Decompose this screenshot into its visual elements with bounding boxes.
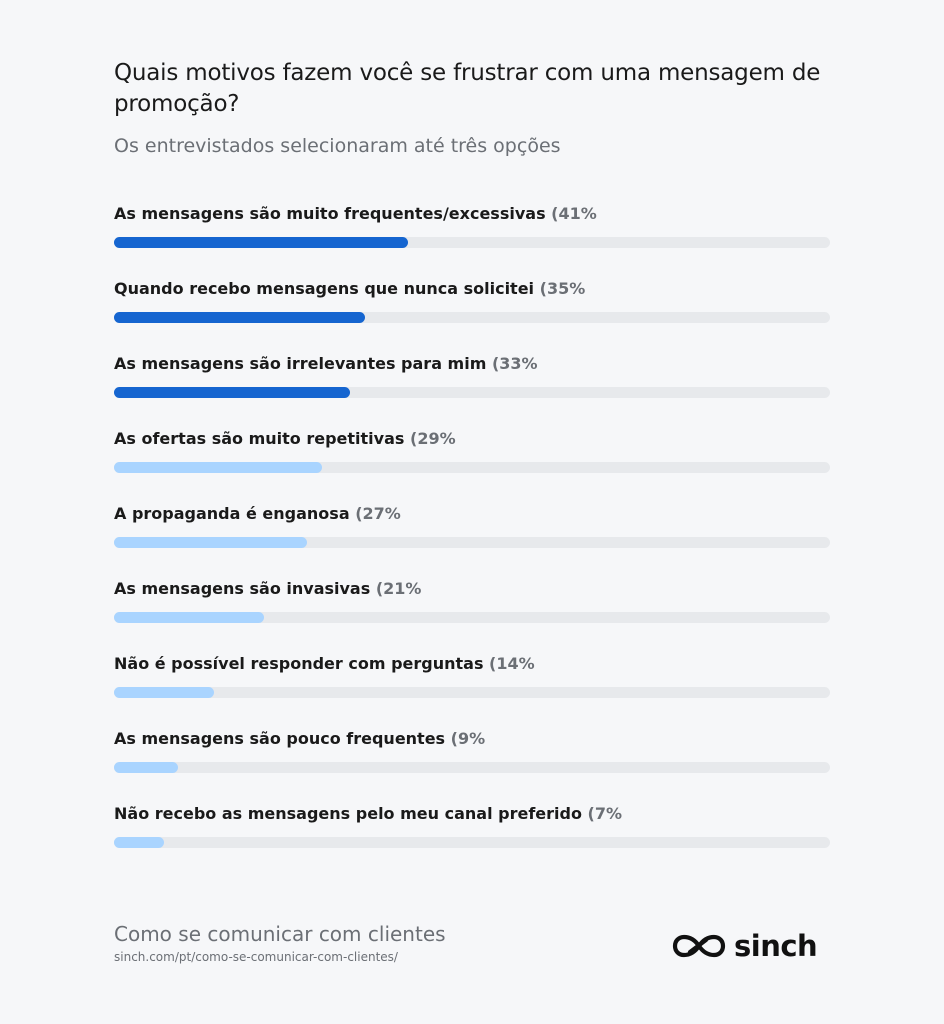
bar — [114, 612, 264, 623]
bar — [114, 537, 307, 548]
bar-track — [114, 837, 830, 848]
category-text: A propaganda é enganosa — [114, 504, 350, 523]
data-label: (14% — [489, 654, 535, 673]
data-label: (29% — [410, 429, 456, 448]
bar — [114, 237, 408, 248]
data-label: (41% — [551, 204, 597, 223]
chart-subtitle: Os entrevistados selecionaram até três o… — [114, 135, 561, 157]
category-text: As mensagens são invasivas — [114, 579, 371, 598]
sinch-logo-icon — [672, 931, 726, 961]
category-label: As mensagens são invasivas (21% — [114, 578, 830, 600]
category-label: As ofertas são muito repetitivas (29% — [114, 428, 830, 450]
bar — [114, 462, 322, 473]
chart-row: A propaganda é enganosa (27% — [114, 503, 830, 578]
bar-track — [114, 312, 830, 323]
category-label: A propaganda é enganosa (27% — [114, 503, 830, 525]
category-text: As ofertas são muito repetitivas — [114, 429, 405, 448]
bar-track — [114, 387, 830, 398]
chart-row: Não é possível responder com perguntas (… — [114, 653, 830, 728]
data-label: (35% — [539, 279, 586, 298]
bar-track — [114, 612, 830, 623]
category-label: As mensagens são irrelevantes para mim (… — [114, 353, 830, 375]
category-text: Não é possível responder com perguntas — [114, 654, 484, 673]
category-label: As mensagens são muito frequentes/excess… — [114, 203, 830, 225]
sinch-logo: sinch — [672, 928, 818, 964]
sinch-logo-text: sinch — [734, 929, 818, 963]
data-label: (27% — [355, 504, 401, 523]
bar — [114, 687, 214, 698]
chart-row: As mensagens são invasivas (21% — [114, 578, 830, 653]
chart-row: As mensagens são muito frequentes/excess… — [114, 203, 830, 278]
footer-url: sinch.com/pt/como-se-comunicar-com-clien… — [114, 950, 398, 964]
chart-row: As mensagens são pouco frequentes (9% — [114, 728, 830, 803]
category-text: As mensagens são muito frequentes/excess… — [114, 204, 546, 223]
bar — [114, 837, 164, 848]
category-text: Não recebo as mensagens pelo meu canal p… — [114, 804, 582, 823]
bar-track — [114, 462, 830, 473]
bar-track — [114, 687, 830, 698]
data-label: (9% — [450, 729, 486, 748]
data-label: (33% — [491, 354, 538, 373]
category-label: Não recebo as mensagens pelo meu canal p… — [114, 803, 830, 825]
bar — [114, 312, 365, 323]
chart-row: Quando recebo mensagens que nunca solici… — [114, 278, 830, 353]
category-text: As mensagens são pouco frequentes — [114, 729, 446, 748]
bar — [114, 387, 350, 398]
chart-row: As ofertas são muito repetitivas (29% — [114, 428, 830, 503]
category-text: Quando recebo mensagens que nunca solici… — [114, 279, 535, 298]
category-label: Quando recebo mensagens que nunca solici… — [114, 278, 830, 300]
data-label: (21% — [375, 579, 422, 598]
footer-title: Como se comunicar com clientes — [114, 922, 446, 946]
chart-title: Quais motivos fazem você se frustrar com… — [114, 60, 821, 117]
category-label: Não é possível responder com perguntas (… — [114, 653, 830, 675]
bar-track — [114, 537, 830, 548]
chart-row: As mensagens são irrelevantes para mim (… — [114, 353, 830, 428]
category-text: As mensagens são irrelevantes para mim — [114, 354, 487, 373]
bar-chart: As mensagens são muito frequentes/excess… — [114, 203, 830, 878]
category-label: As mensagens são pouco frequentes (9% — [114, 728, 830, 750]
data-label: (7% — [587, 804, 623, 823]
bar-track — [114, 762, 830, 773]
chart-row: Não recebo as mensagens pelo meu canal p… — [114, 803, 830, 878]
bar — [114, 762, 178, 773]
bar-track — [114, 237, 830, 248]
